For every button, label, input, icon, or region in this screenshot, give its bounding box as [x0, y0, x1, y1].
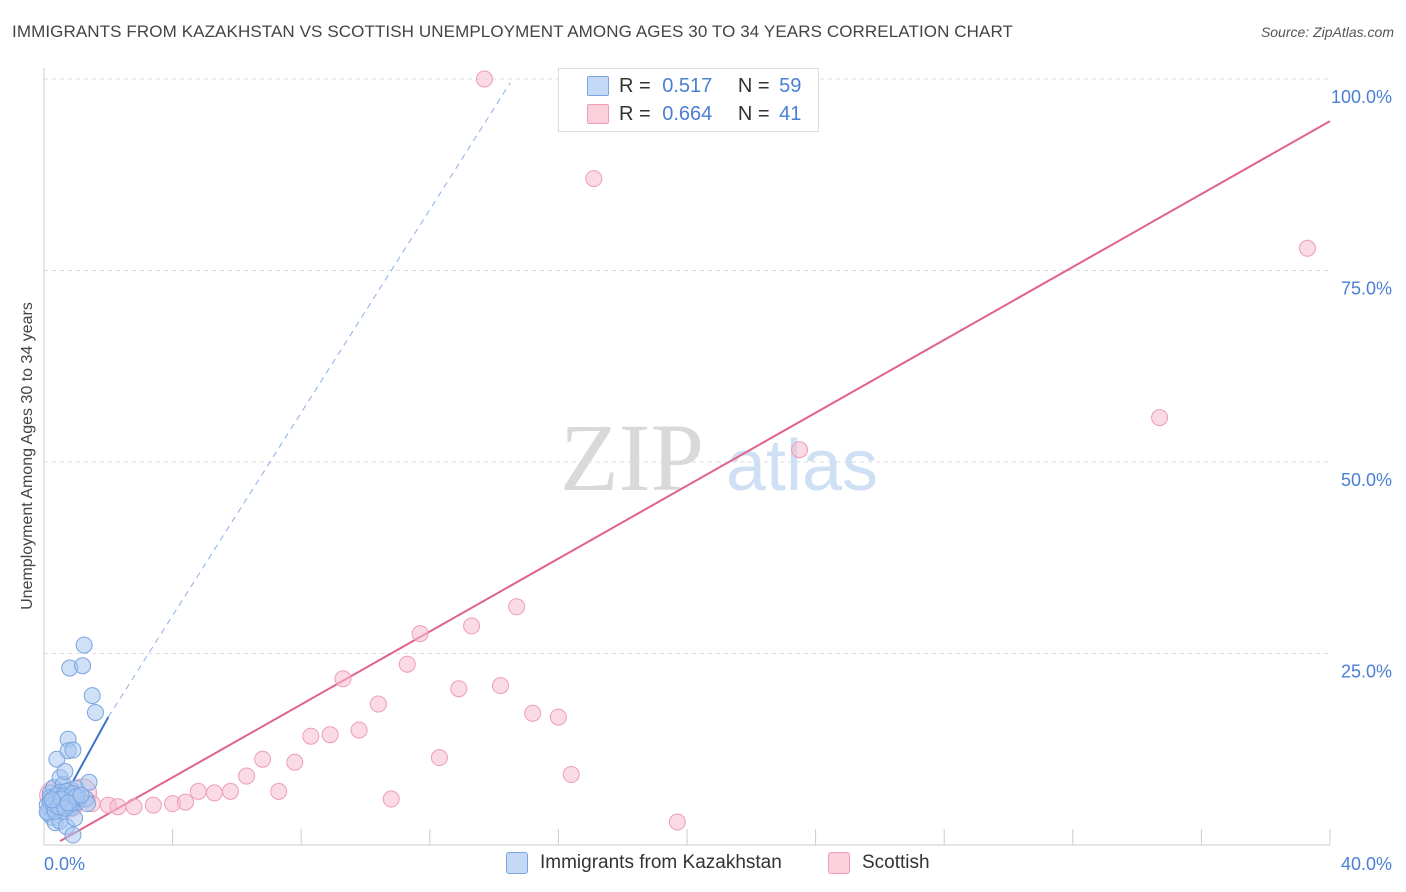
scottish-point: [549, 708, 567, 726]
kazakhstan-point: [43, 791, 61, 809]
watermark: ZIP atlas: [560, 404, 878, 511]
n-label: N =: [737, 74, 770, 97]
scottish-point: [321, 726, 339, 744]
y-tick-label: 25.0%: [1341, 662, 1392, 682]
watermark-zip: ZIP: [560, 404, 704, 511]
scottish-point: [286, 753, 304, 771]
scottish-point: [524, 704, 542, 722]
kazakhstan-point: [56, 762, 74, 780]
scottish-point: [450, 680, 468, 698]
chart-title: IMMIGRANTS FROM KAZAKHSTAN VS SCOTTISH U…: [12, 22, 1014, 41]
scottish-point: [302, 727, 320, 745]
axes: [43, 68, 1331, 846]
scottish-point: [176, 793, 194, 811]
scottish-point: [334, 670, 352, 688]
x-tick-label: 0.0%: [44, 854, 85, 874]
scottish-trend-line: [59, 120, 1331, 843]
n-value: 41: [779, 102, 802, 125]
kazakhstan-legend-swatch: [506, 852, 528, 874]
scottish-point: [585, 170, 603, 188]
watermark-atlas: atlas: [726, 426, 878, 506]
scottish-point: [508, 598, 526, 616]
y-tick-label: 100.0%: [1331, 87, 1392, 107]
n-value: 59: [779, 74, 802, 97]
kazakhstan-point: [75, 636, 93, 654]
kazakhstan-point: [72, 786, 90, 804]
scottish-point: [463, 617, 481, 635]
scottish-point: [189, 782, 207, 800]
source-label: Source: ZipAtlas.com: [1260, 24, 1394, 40]
scottish-point: [668, 813, 686, 831]
scottish-point: [1151, 409, 1169, 427]
series-legend: Immigrants from Kazakhstan Scottish: [0, 852, 1406, 878]
scottish-point: [221, 782, 239, 800]
scottish-point: [254, 750, 272, 768]
kazakhstan-point: [64, 826, 82, 844]
correlation-legend: R = 0.517 N = 59 R = 0.664 N = 41: [558, 68, 819, 132]
scottish-point: [270, 782, 288, 800]
scottish-point: [382, 790, 400, 808]
scottish-point: [791, 441, 809, 459]
r-value: 0.664: [662, 102, 713, 125]
legend-item-scottish: Scottish: [828, 852, 930, 874]
scottish-point: [144, 796, 162, 814]
scottish-point: [492, 677, 510, 695]
kazakhstan-point: [64, 741, 82, 759]
r-label: R =: [619, 102, 651, 125]
scottish-point: [411, 625, 429, 643]
kazakhstan-swatch: [587, 76, 609, 96]
kazakhstan-point: [80, 773, 98, 791]
kazakhstan-point: [86, 703, 104, 721]
scottish-point: [109, 798, 127, 816]
scottish-swatch: [587, 104, 609, 124]
tick-labels: 25.0% 50.0% 75.0% 100.0% 0.0% 40.0%: [44, 87, 1392, 874]
kazakhstan-point: [59, 794, 77, 812]
scottish-point: [238, 767, 256, 785]
legend-item-kazakhstan: Immigrants from Kazakhstan: [506, 852, 782, 874]
scottish-point: [205, 784, 223, 802]
legend-label-kazakhstan: Immigrants from Kazakhstan: [540, 852, 782, 873]
legend-label-scottish: Scottish: [862, 852, 930, 873]
scottish-point: [398, 655, 416, 673]
scottish-point: [430, 749, 448, 767]
scottish-point: [125, 798, 143, 816]
scottish-point: [369, 695, 387, 713]
scottish-point: [475, 70, 493, 88]
kazakhstan-trend-extension: [107, 82, 511, 718]
kazakhstan-point: [74, 657, 92, 675]
kazakhstan-point: [83, 687, 101, 705]
r-value: 0.517: [662, 74, 713, 97]
scottish-point: [1298, 239, 1316, 257]
r-label: R =: [619, 74, 651, 97]
x-tick-label: 40.0%: [1341, 854, 1392, 874]
y-tick-label: 50.0%: [1341, 470, 1392, 490]
kazakhstan-points: [38, 636, 104, 844]
scottish-point: [350, 721, 368, 739]
scottish-legend-swatch: [828, 852, 850, 874]
n-label: N =: [737, 102, 770, 125]
gridlines: [44, 78, 1330, 654]
y-tick-label: 75.0%: [1341, 279, 1392, 299]
scottish-point: [562, 766, 580, 784]
